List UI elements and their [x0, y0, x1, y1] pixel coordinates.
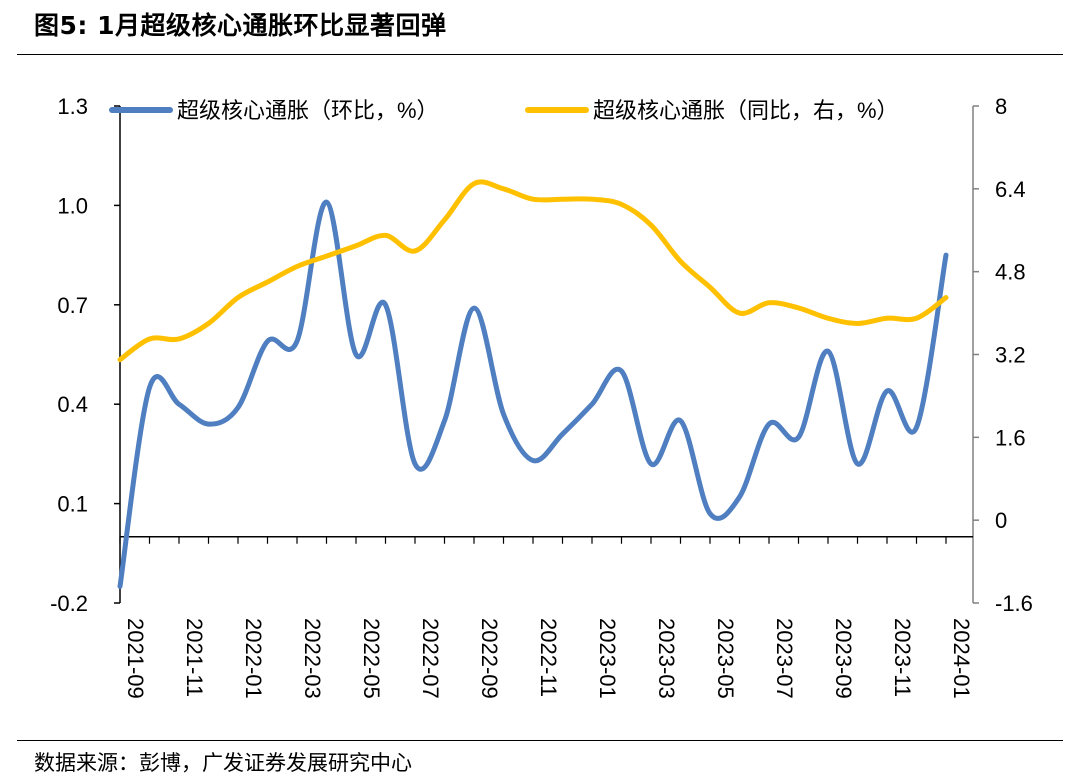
- series-lines: [117, 179, 949, 589]
- series-line-yoy: [117, 179, 949, 363]
- x-tick-label: 2023-03: [654, 618, 679, 699]
- right-tick-label: 4.8: [995, 260, 1026, 285]
- left-tick-label: 1.0: [57, 193, 88, 218]
- right-tick-label: 6.4: [995, 177, 1026, 202]
- footer-rule: [17, 740, 1063, 741]
- x-tick-label: 2022-11: [536, 618, 561, 697]
- x-tick-label: 2022-07: [418, 618, 443, 699]
- series-line-mom: [117, 199, 949, 589]
- right-tick-label: 1.6: [995, 425, 1026, 450]
- tick-labels: 1.3 1.0 0.7 0.4 0.1 -0.2 8 6.4 4.8 3.2 1.6 0 -1.6 202…: [50, 94, 1033, 699]
- chart-title: 图5: 1月超级核心通胀环比显著回弹: [34, 11, 447, 40]
- title-rule: [17, 54, 1063, 55]
- x-tick-label: 2023-01: [595, 618, 620, 699]
- right-tick-label: 8: [995, 94, 1007, 119]
- left-tick-label: 0.4: [57, 392, 88, 417]
- chart-area: 1.3 1.0 0.7 0.4 0.1 -0.2 8 6.4 4.8 3.2 1.6 0 -1.6 202…: [50, 94, 1033, 699]
- legend-label-mom: 超级核心通胀（环比，%）: [177, 98, 439, 123]
- legend-label-yoy: 超级核心通胀（同比，右，%）: [593, 98, 899, 123]
- left-tick-label: 0.1: [57, 492, 88, 517]
- x-tick-label: 2022-01: [241, 618, 266, 699]
- left-tick-label: 1.3: [57, 94, 88, 119]
- x-tick-label: 2021-09: [123, 618, 148, 699]
- left-tick-label: 0.7: [57, 293, 88, 318]
- left-tick-label: -0.2: [50, 591, 88, 616]
- right-tick-label: 0: [995, 508, 1007, 533]
- axes: [114, 105, 979, 604]
- x-tick-label: 2023-07: [772, 618, 797, 699]
- source-note: 数据来源：彭博，广发证券发展研究中心: [34, 751, 412, 775]
- x-tick-label: 2023-09: [831, 618, 856, 699]
- x-tick-label: 2022-03: [300, 618, 325, 699]
- x-tick-label: 2022-09: [477, 618, 502, 699]
- x-tick-label: 2023-11: [890, 618, 915, 697]
- x-tick-label: 2023-05: [713, 618, 738, 699]
- legend: 超级核心通胀（环比，%） 超级核心通胀（同比，右，%）: [109, 98, 899, 123]
- x-tick-label: 2024-01: [949, 618, 974, 699]
- x-tick-label: 2022-05: [359, 618, 384, 699]
- right-tick-label: 3.2: [995, 343, 1026, 368]
- right-tick-label: -1.6: [995, 591, 1033, 616]
- x-tick-label: 2021-11: [182, 618, 207, 697]
